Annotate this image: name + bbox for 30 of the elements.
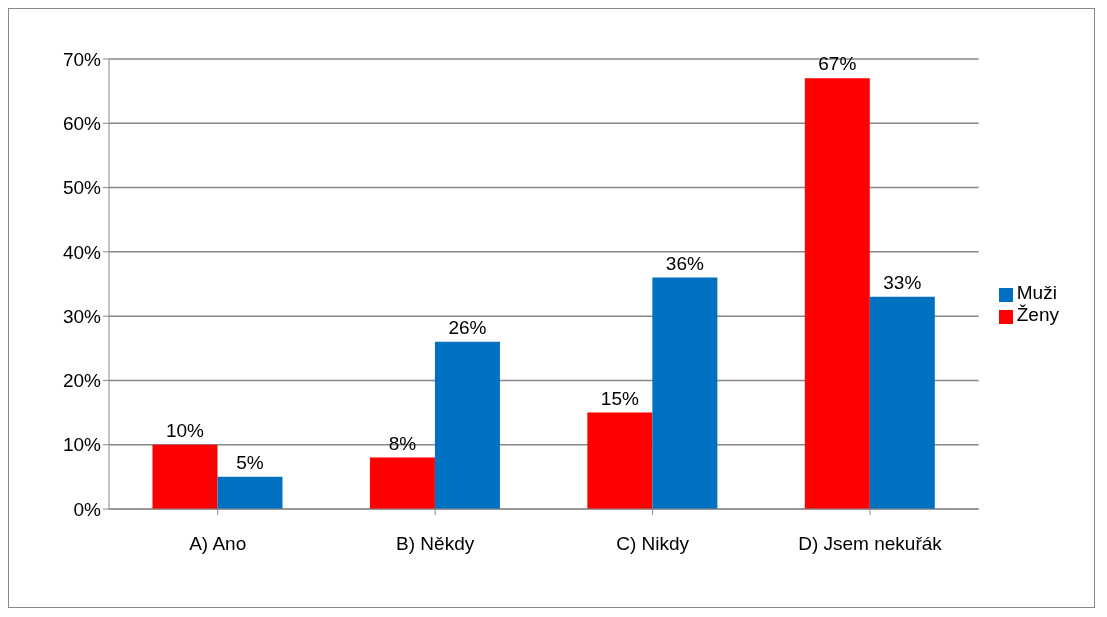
data-label: 67% (818, 53, 857, 75)
bar (652, 277, 718, 509)
bar (369, 457, 435, 509)
data-label: 15% (600, 387, 639, 409)
bar (434, 341, 500, 509)
bar (869, 296, 935, 509)
y-tick-label: 40% (62, 241, 102, 263)
x-tick-label: D) Jsem nekuřák (798, 533, 943, 555)
data-label: 5% (236, 451, 264, 473)
y-tick-label: 10% (62, 434, 102, 456)
data-label: 10% (165, 419, 205, 441)
y-tick-label: 20% (62, 370, 102, 392)
bar (217, 476, 283, 509)
y-tick-label: 70% (62, 48, 102, 70)
data-label: 8% (388, 432, 417, 454)
y-tick-label: 30% (62, 305, 102, 327)
bar (804, 78, 870, 509)
x-tick-label: B) Někdy (396, 533, 475, 555)
data-label: 26% (448, 316, 487, 338)
legend-label: Muži (1016, 282, 1057, 303)
legend-label: Ženy (1016, 304, 1059, 325)
bar (152, 444, 218, 509)
x-tick-label: A) Ano (189, 533, 247, 555)
y-tick-label: 50% (62, 177, 102, 199)
data-label: 33% (883, 271, 922, 293)
bar (587, 412, 653, 509)
y-tick-label: 0% (73, 498, 102, 520)
data-label: 36% (665, 252, 704, 274)
y-tick-label: 60% (62, 113, 102, 135)
x-tick-label: C) Nikdy (616, 533, 690, 555)
